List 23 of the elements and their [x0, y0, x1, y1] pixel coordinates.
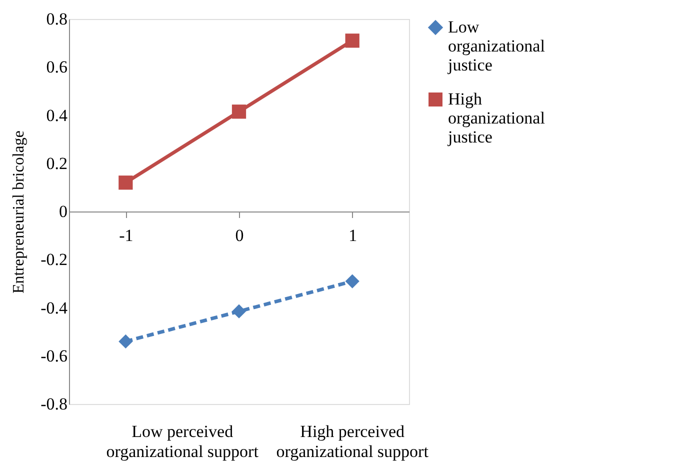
y-axis-title: Entrepreneurial bricolage — [10, 130, 28, 294]
x-tick-label: -1 — [119, 226, 134, 245]
y-tick-label: -0.6 — [40, 346, 68, 366]
point — [345, 34, 360, 48]
point — [232, 104, 246, 119]
text: Low perceived organizational support — [106, 422, 259, 461]
x-tick-label: 1 — [348, 226, 358, 245]
point — [118, 334, 133, 349]
y-tick-label: 0.8 — [46, 10, 68, 28]
y-tick-label: 0 — [59, 202, 68, 221]
point — [118, 176, 133, 190]
y-tick-label: 0.4 — [46, 106, 68, 125]
y-tick-label: 0.2 — [46, 154, 68, 173]
point — [232, 304, 246, 318]
point — [345, 274, 360, 288]
y-tick-label: -0.8 — [40, 394, 68, 414]
x-tick-label: 0 — [235, 226, 244, 245]
y-tick-label: -0.4 — [40, 298, 68, 318]
y-tick-label: -0.2 — [40, 250, 68, 270]
legend-label: Low organizational justice — [447, 18, 546, 74]
legend-label: High organizational justice — [447, 90, 546, 146]
text: High perceived organizational support — [276, 422, 429, 461]
y-tick-label: 0.6 — [46, 58, 68, 77]
